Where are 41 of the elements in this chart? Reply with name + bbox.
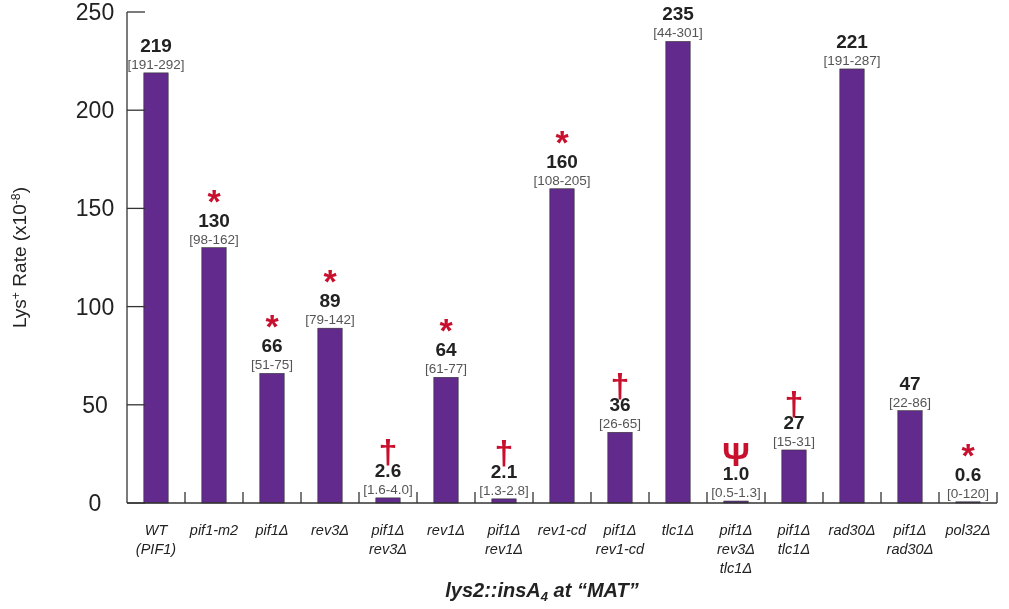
x-tick-label: pif1Δ tlc1Δ: [776, 522, 811, 557]
annotation: [108-205]: [533, 172, 591, 188]
annotation: [98-162]: [189, 231, 239, 247]
data-label: 235: [662, 3, 695, 25]
y-tick-label: 200: [75, 97, 115, 124]
annotation: [191-287]: [823, 52, 881, 68]
x-tick-label: rev3Δ: [311, 522, 349, 538]
annotation: [44-301]: [653, 25, 703, 41]
x-tick-label: rev1Δ: [427, 522, 465, 538]
data-label: 47: [899, 372, 921, 394]
x-tick-label: tlc1Δ: [661, 522, 695, 538]
x-tick-label: rev1-cd: [537, 522, 588, 538]
annotation: [26-65]: [598, 416, 642, 432]
x-tick-label: pif1Δ rev3Δ: [369, 522, 407, 557]
data-label: 219: [140, 34, 172, 56]
annotation: [79-142]: [305, 312, 355, 328]
x-tick-label: pif1-m2: [188, 522, 239, 538]
annotation: [51-75]: [250, 357, 294, 373]
annotation: [191-292]: [127, 56, 185, 72]
x-tick-label: pif1Δ rev1Δ: [485, 522, 523, 557]
x-tick-label: pif1Δ rev3Δ tlc1Δ: [717, 522, 755, 576]
annotation: [22-86]: [888, 394, 932, 410]
annotation: [15-31]: [772, 433, 816, 449]
x-tick-label: WT (PIF1): [135, 522, 177, 557]
y-tick-label: 250: [75, 0, 115, 26]
x-tick-label: pol32Δ: [944, 522, 991, 538]
y-tick-label: 50: [82, 391, 108, 418]
y-tick-label: 0: [88, 490, 102, 517]
data-label: 221: [836, 30, 869, 52]
x-axis-title: lys2::insA$_{4}$ at “MAT”: [445, 579, 639, 604]
annotation: [61-77]: [424, 361, 468, 377]
y-tick-label: 150: [75, 195, 115, 222]
annotation: [0.5-1.3]: [711, 485, 761, 501]
annotation: [0-120]: [946, 485, 990, 501]
annotation: [1.6-4.0]: [363, 481, 413, 497]
x-tick-label: pif1Δ rad30Δ: [886, 522, 934, 557]
x-tick-label: pif1Δ: [254, 522, 289, 538]
x-tick-label: rad30Δ: [828, 522, 876, 538]
y-tick-label: 100: [75, 293, 115, 320]
x-tick-label: pif1Δ rev1-cd: [595, 522, 646, 557]
annotation: [1.3-2.8]: [479, 482, 529, 498]
